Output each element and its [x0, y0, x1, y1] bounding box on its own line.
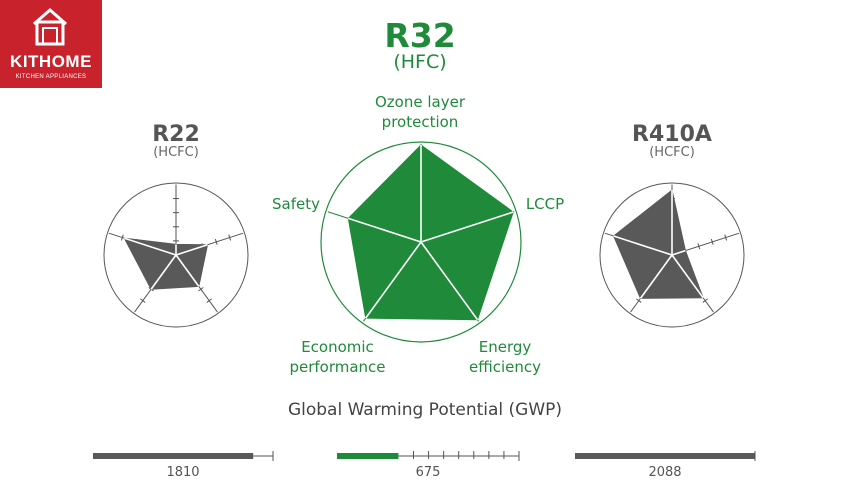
- chart-header-r32: R32 (HFC): [360, 16, 480, 73]
- axis-label-lccp: LCCP: [525, 195, 565, 213]
- gwp-bar-r32: [337, 453, 399, 459]
- axis-label-energy: Energy efficiency: [468, 338, 541, 376]
- gwp-title: Global Warming Potential (GWP): [287, 400, 563, 420]
- radar-spoke-r410a: [613, 235, 673, 256]
- radar-outline-r32: [320, 141, 522, 343]
- kithome-logo: KITHOME KITCHEN APPLIANCES: [0, 0, 102, 88]
- radar-area-r32: [347, 144, 514, 321]
- radar-tick-r410a: [724, 234, 728, 241]
- chart-subtitle-r22: (HCFC): [153, 145, 199, 160]
- radar-outline-r22: [103, 182, 249, 328]
- radar-area-r410a: [613, 189, 704, 299]
- axis-label-economic: Economic performance: [289, 338, 386, 376]
- radar-tick-r410a: [702, 298, 708, 303]
- gwp-value-r410a: 2088: [648, 465, 681, 480]
- radar-tick-r22: [140, 298, 146, 303]
- chart-title-r32: R32: [384, 16, 456, 55]
- house-icon: [33, 8, 67, 46]
- gwp-value-r32: 675: [416, 465, 441, 480]
- axis-label-safety: Safety: [272, 195, 320, 213]
- chart-subtitle-r32: (HFC): [393, 51, 447, 73]
- axis-label-ozone: Ozone layer protection: [375, 93, 465, 131]
- brand-name: KITHOME: [10, 52, 92, 71]
- radar-spoke-r22: [175, 243, 208, 256]
- radar-tick-r410a: [710, 238, 714, 245]
- radar-tick-r410a: [697, 243, 701, 250]
- radar-tick-r22: [206, 298, 212, 303]
- radar-tick-r22: [120, 234, 124, 241]
- chart-subtitle-r410a: (HCFC): [649, 145, 695, 160]
- radar-outline-r410a: [599, 182, 745, 328]
- gwp-value-r22: 1810: [166, 465, 199, 480]
- radar-tick-r410a: [636, 298, 642, 303]
- brand-tagline: KITCHEN APPLIANCES: [15, 74, 87, 80]
- radar-spoke-r410a: [639, 254, 673, 299]
- radar-spoke-r32: [365, 241, 422, 319]
- radar-spoke-r22: [124, 237, 177, 256]
- gwp-bar-r410a: [575, 453, 755, 459]
- chart-header-r410a: R410A (HCFC): [612, 122, 732, 160]
- chart-header-r22: R22 (HCFC): [126, 122, 226, 160]
- chart-title-r22: R22: [152, 122, 200, 147]
- radar-spoke-r22: [175, 254, 200, 287]
- radar-spoke-r32: [420, 241, 479, 321]
- radar-spoke-r22: [150, 254, 177, 290]
- radar-tick-r22: [198, 287, 204, 292]
- radar-tick-r22: [214, 238, 218, 245]
- chart-title-r410a: R410A: [632, 122, 712, 147]
- gwp-bar-r22: [93, 453, 254, 459]
- radar-spoke-r32: [348, 217, 422, 243]
- radar-spoke-r32: [420, 211, 514, 243]
- radar-spoke-r410a: [671, 254, 704, 299]
- radar-spoke-r410a: [671, 249, 686, 256]
- radar-tick-r22: [228, 234, 232, 241]
